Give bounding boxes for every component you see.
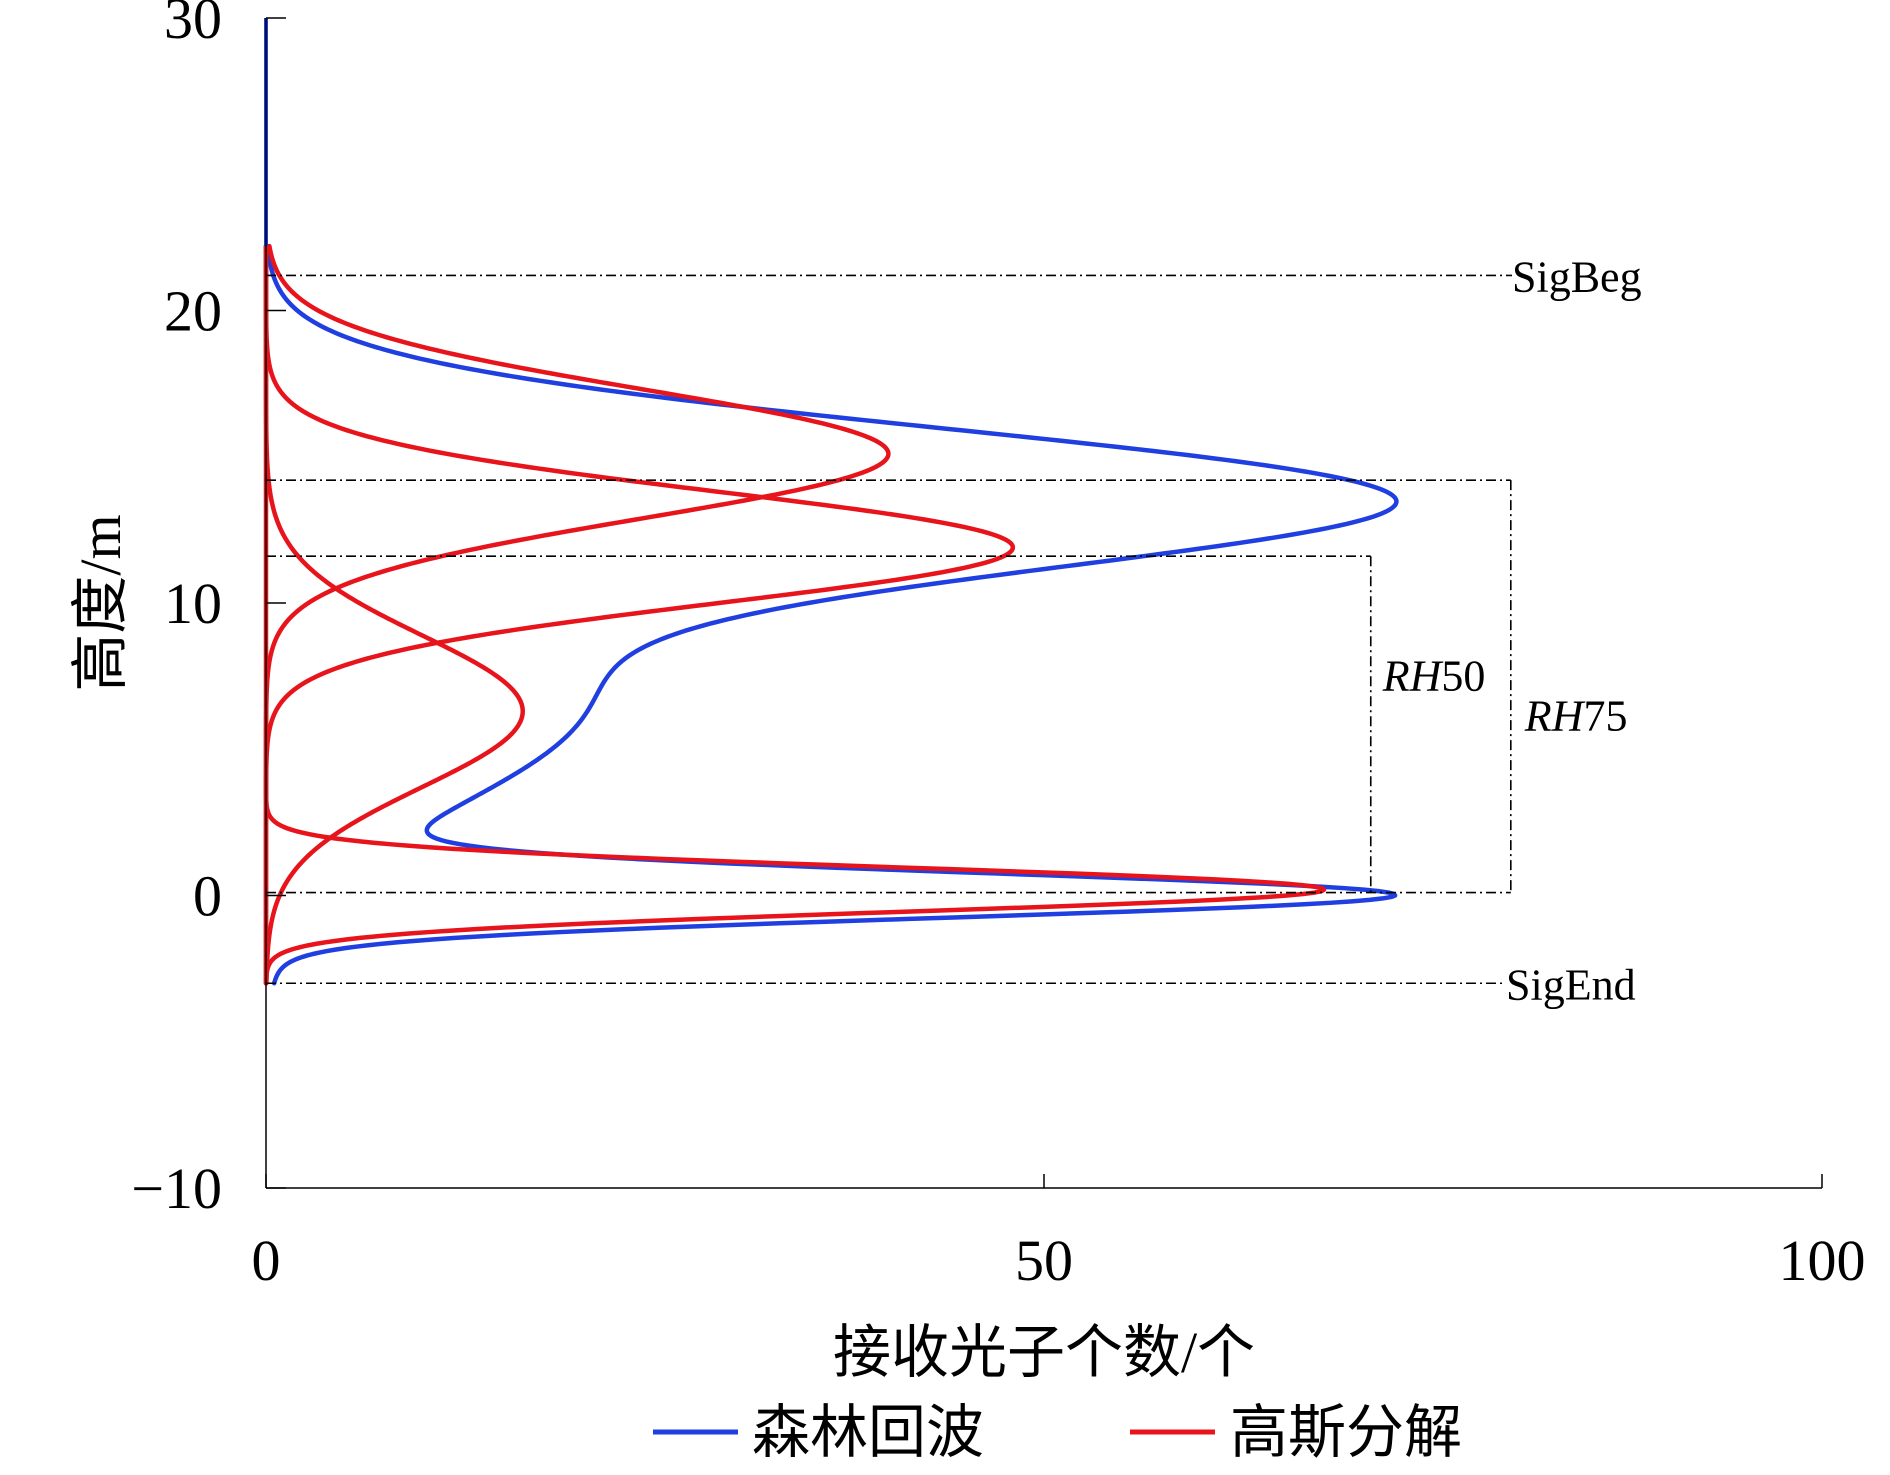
y-axis: −10 0 10 20 30 高度/m (68, 0, 286, 1221)
gauss-component-curve-1 (263, 243, 891, 986)
rh75-label-num: 75 (1583, 691, 1627, 740)
rh50-label: RH50 (1382, 651, 1486, 700)
y-axis-label: 高度/m (68, 514, 133, 691)
gauss-component-curve-4 (263, 243, 1327, 986)
x-tick-label: 0 (252, 1228, 281, 1293)
gauss-component-curve-3 (263, 243, 525, 986)
rh50-label-num: 50 (1441, 651, 1485, 700)
plot-area (263, 18, 1399, 986)
y-tick-label: 30 (164, 0, 222, 51)
x-tick-label: 50 (1015, 1228, 1073, 1293)
y-tick-label: 20 (164, 279, 222, 344)
y-tick-label: 10 (164, 571, 222, 636)
rh75-label-italic: RH (1524, 691, 1586, 740)
x-ticks: 0 50 100 (252, 1174, 1866, 1293)
legend-label-gauss: 高斯分解 (1230, 1400, 1462, 1465)
sigend-label: SigEnd (1506, 960, 1636, 1009)
sigbeg-label: SigBeg (1512, 252, 1642, 301)
forest-echo-curve (265, 243, 1399, 986)
y-tick-label: 0 (193, 864, 222, 929)
legend: 森林回波 高斯分解 (653, 1400, 1462, 1465)
y-tick-label: −10 (131, 1156, 222, 1221)
x-tick-label: 100 (1779, 1228, 1866, 1293)
x-axis: 0 50 100 接收光子个数/个 (252, 1174, 1866, 1385)
rh75-label: RH75 (1524, 691, 1628, 740)
legend-label-forest: 森林回波 (752, 1400, 984, 1465)
annotations: SigBeg SigEnd RH50 RH75 (266, 252, 1642, 1009)
rh50-label-italic: RH (1382, 651, 1444, 700)
y-ticks: −10 0 10 20 30 (131, 0, 286, 1221)
x-axis-label: 接收光子个数/个 (833, 1320, 1255, 1385)
